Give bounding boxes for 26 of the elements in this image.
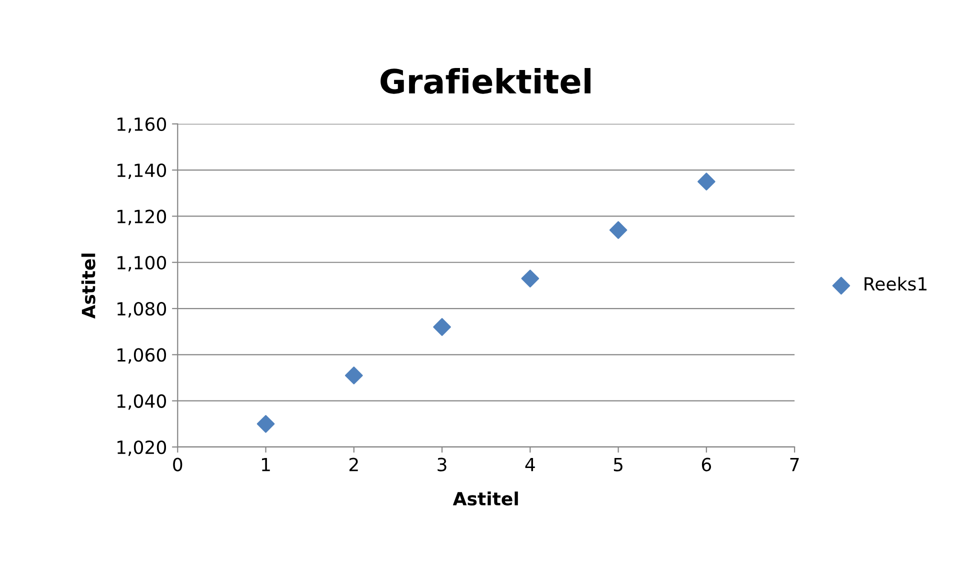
x-axis-title: Astitel	[452, 492, 518, 506]
point	[609, 221, 628, 239]
point	[344, 366, 363, 384]
point	[698, 172, 716, 191]
chart-title: Grafiektitel	[380, 68, 590, 94]
y-tick-label: 1,160	[118, 117, 166, 133]
point	[433, 318, 451, 336]
x-tick-label: 4	[525, 458, 535, 472]
y-tick-label: 1,080	[118, 302, 166, 318]
point	[256, 415, 275, 433]
point	[521, 270, 540, 288]
y-tick-label: 1,100	[118, 256, 166, 272]
y-tick-label: 1,020	[118, 440, 166, 456]
x-tick-label: 2	[349, 458, 358, 472]
x-tick-label: 7	[790, 458, 799, 472]
x-tick-label: 1	[262, 458, 270, 472]
y-axis-title: Astitel	[81, 254, 96, 319]
x-tick-label: 3	[438, 458, 446, 472]
y-tick-label: 1,140	[118, 164, 166, 180]
y-tick-label: 1,060	[118, 348, 166, 364]
legend-label: Reeks1	[864, 276, 927, 291]
x-tick-label: 6	[702, 458, 712, 472]
y-tick-label: 1,120	[118, 210, 166, 226]
x-tick-label: 0	[173, 458, 182, 472]
y-tick-label: 1,040	[118, 394, 166, 410]
x-tick-label: 5	[614, 458, 622, 472]
